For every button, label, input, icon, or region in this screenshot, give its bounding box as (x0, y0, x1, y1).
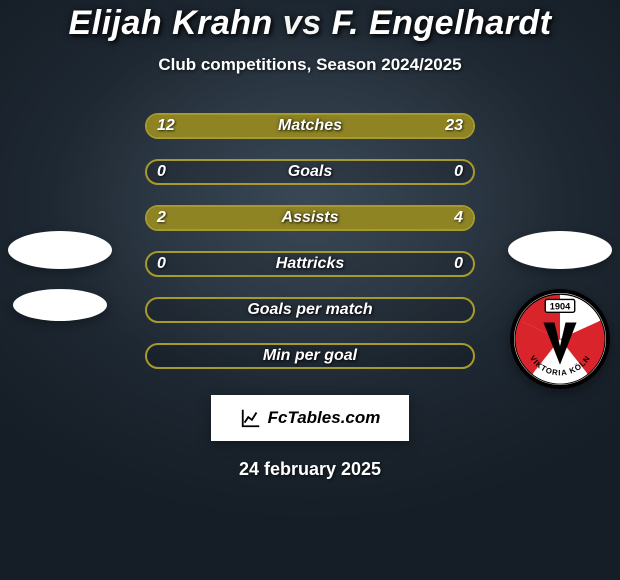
vs-separator: vs (283, 4, 322, 42)
player2-club-logo: 1904 VIKTORIA KÖLN (510, 289, 610, 389)
stat-value-right: 0 (454, 255, 463, 273)
subtitle: Club competitions, Season 2024/2025 (158, 55, 461, 75)
player1-name: Elijah Krahn (68, 4, 272, 42)
chart-icon (240, 407, 262, 429)
stat-label: Assists (282, 209, 339, 227)
club-year: 1904 (550, 302, 571, 312)
stat-bars: 12 Matches 23 0 Goals 0 2 Assists 4 0 Hattricks 0 Go… (145, 113, 475, 369)
watermark-text: FcTables.com (268, 408, 381, 428)
stat-value-right: 23 (445, 117, 463, 135)
stat-row: 0 Hattricks 0 (145, 251, 475, 277)
stat-value-right: 0 (454, 163, 463, 181)
stat-row: 12 Matches 23 (145, 113, 475, 139)
player2-country-flag (508, 231, 612, 269)
player1-country-flag (8, 231, 112, 269)
page-title: Elijah Krahn vs F. Engelhardt (68, 4, 551, 43)
player2-logos: 1904 VIKTORIA KÖLN (504, 231, 616, 389)
stat-value-left: 2 (157, 209, 166, 227)
stat-label: Goals per match (247, 301, 372, 319)
stat-row: Goals per match (145, 297, 475, 323)
stat-label: Goals (288, 163, 332, 181)
stat-label: Min per goal (263, 347, 357, 365)
stat-value-left: 0 (157, 163, 166, 181)
stat-value-left: 0 (157, 255, 166, 273)
player1-logos (4, 231, 116, 321)
stats-area: 12 Matches 23 0 Goals 0 2 Assists 4 0 Hattricks 0 Go… (0, 113, 620, 369)
player1-club-logo (13, 289, 107, 321)
stat-value-left: 12 (157, 117, 175, 135)
comparison-card: Elijah Krahn vs F. Engelhardt Club compe… (0, 0, 620, 580)
watermark: FcTables.com (211, 395, 409, 441)
date: 24 february 2025 (239, 459, 381, 480)
player2-name: F. Engelhardt (332, 4, 552, 42)
stat-value-right: 4 (454, 209, 463, 227)
stat-row: Min per goal (145, 343, 475, 369)
stat-row: 0 Goals 0 (145, 159, 475, 185)
viktoria-koln-badge-icon: 1904 VIKTORIA KÖLN (514, 293, 606, 385)
stat-label: Matches (278, 117, 342, 135)
stat-label: Hattricks (276, 255, 344, 273)
stat-row: 2 Assists 4 (145, 205, 475, 231)
